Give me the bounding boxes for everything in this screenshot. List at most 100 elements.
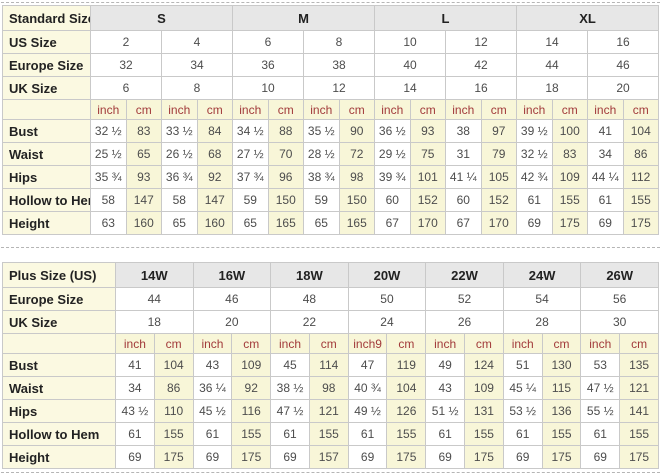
unit-cell: cm (622, 99, 659, 120)
measure-cell: 34 (115, 376, 155, 400)
measure-cell: 35 ¾ (90, 165, 127, 189)
row-label: Hips (2, 399, 116, 423)
measure-cell: 47 (347, 353, 388, 377)
standard-size-table: Standard Size S M L XL US Size 2 4 6 8 10 12 14 16 Eur… (2, 5, 659, 235)
measure-cell: 61 (587, 188, 624, 212)
size-cell: 18 (115, 310, 194, 334)
measure-cell: 63 (90, 211, 127, 235)
size-group-header: 16W (192, 262, 272, 288)
measure-cell: 36 ½ (374, 119, 411, 143)
measure-cell: 126 (386, 399, 427, 423)
size-cell: 20 (192, 310, 272, 334)
size-cell: 44 (115, 287, 194, 311)
unit-cell: inch (580, 333, 621, 354)
size-cell: 32 (90, 53, 162, 77)
measure-cell: 110 (153, 399, 194, 423)
measure-cell: 92 (196, 165, 233, 189)
measure-cell: 86 (622, 142, 659, 166)
measure-cell: 104 (622, 119, 659, 143)
size-cell: 2 (90, 30, 162, 54)
size-row: Europe Size 32 34 36 38 40 42 44 46 (2, 53, 659, 77)
size-row: Europe Size 44 46 48 50 52 54 56 (2, 287, 659, 311)
measure-cell: 61 (115, 422, 155, 446)
measure-cell: 70 (267, 142, 304, 166)
measure-cell: 65 (125, 142, 162, 166)
measure-cell: 79 (480, 142, 517, 166)
measure-cell: 165 (267, 211, 304, 235)
measure-cell: 155 (231, 422, 272, 446)
measure-cell: 155 (153, 422, 194, 446)
measure-cell: 45 ¼ (502, 376, 543, 400)
measure-cell: 175 (551, 211, 588, 235)
measure-cell: 67 (445, 211, 482, 235)
measure-cell: 61 (192, 422, 233, 446)
measure-cell: 41 (587, 119, 624, 143)
unit-row-label (2, 99, 91, 120)
unit-cell: cm (619, 333, 659, 354)
size-cell: 28 (502, 310, 582, 334)
measure-cell: 69 (580, 445, 621, 469)
measure-cell: 105 (480, 165, 517, 189)
row-label: UK Size (2, 76, 91, 100)
measure-cell: 90 (338, 119, 375, 143)
measure-cell: 60 (445, 188, 482, 212)
size-cell: 20 (587, 76, 659, 100)
measure-cell: 67 (374, 211, 411, 235)
measure-cell: 175 (541, 445, 582, 469)
row-label: Hips (2, 165, 91, 189)
size-group-header: 24W (502, 262, 582, 288)
measure-cell: 39 ¾ (374, 165, 411, 189)
measure-cell: 84 (196, 119, 233, 143)
measure-cell: 36 ¾ (161, 165, 198, 189)
measure-cell: 45 ½ (192, 399, 233, 423)
measure-cell: 150 (267, 188, 304, 212)
size-cell: 52 (425, 287, 504, 311)
size-cell: 26 (425, 310, 504, 334)
measure-cell: 160 (125, 211, 162, 235)
measure-cell: 38 ½ (270, 376, 310, 400)
size-group-header: 26W (580, 262, 659, 288)
size-cell: 8 (303, 30, 375, 54)
measure-cell: 69 (270, 445, 310, 469)
measure-cell: 61 (270, 422, 310, 446)
size-cell: 46 (192, 287, 272, 311)
unit-cell: cm (551, 99, 588, 120)
row-label: Waist (2, 142, 91, 166)
measure-cell: 69 (347, 445, 388, 469)
divider-top (1, 2, 660, 3)
unit-cell: inch (516, 99, 553, 120)
size-group-header: 18W (270, 262, 349, 288)
measure-cell: 83 (125, 119, 162, 143)
measure-row: Waist 25 ½ 65 26 ½ 68 27 ½ 70 28 ½ 72 29 ½ 75 31 79 3… (2, 142, 659, 166)
measure-cell: 69 (587, 211, 624, 235)
size-cell: 54 (502, 287, 582, 311)
unit-cell: cm (267, 99, 304, 120)
row-label: Height (2, 445, 116, 469)
measure-cell: 155 (541, 422, 582, 446)
size-group-header: 14W (115, 262, 194, 288)
measure-cell: 98 (338, 165, 375, 189)
measure-cell: 175 (231, 445, 272, 469)
measure-cell: 92 (231, 376, 272, 400)
unit-cell: inch9 (347, 333, 388, 354)
measure-cell: 152 (409, 188, 446, 212)
unit-cell: inch (270, 333, 310, 354)
measure-cell: 49 (425, 353, 466, 377)
measure-cell: 88 (267, 119, 304, 143)
unit-cell: cm (409, 99, 446, 120)
measure-cell: 175 (153, 445, 194, 469)
measure-cell: 124 (464, 353, 504, 377)
measure-cell: 69 (115, 445, 155, 469)
measure-cell: 155 (308, 422, 349, 446)
measure-cell: 44 ¼ (587, 165, 624, 189)
unit-cell: inch (425, 333, 466, 354)
measure-cell: 86 (153, 376, 194, 400)
unit-cell: inch (232, 99, 269, 120)
size-cell: 30 (580, 310, 659, 334)
unit-cell: inch (502, 333, 543, 354)
unit-cell: cm (338, 99, 375, 120)
size-group-header-row: Plus Size (US) 14W 16W 18W 20W 22W 24W 26W (2, 262, 659, 288)
measure-cell: 61 (580, 422, 621, 446)
measure-cell: 75 (409, 142, 446, 166)
